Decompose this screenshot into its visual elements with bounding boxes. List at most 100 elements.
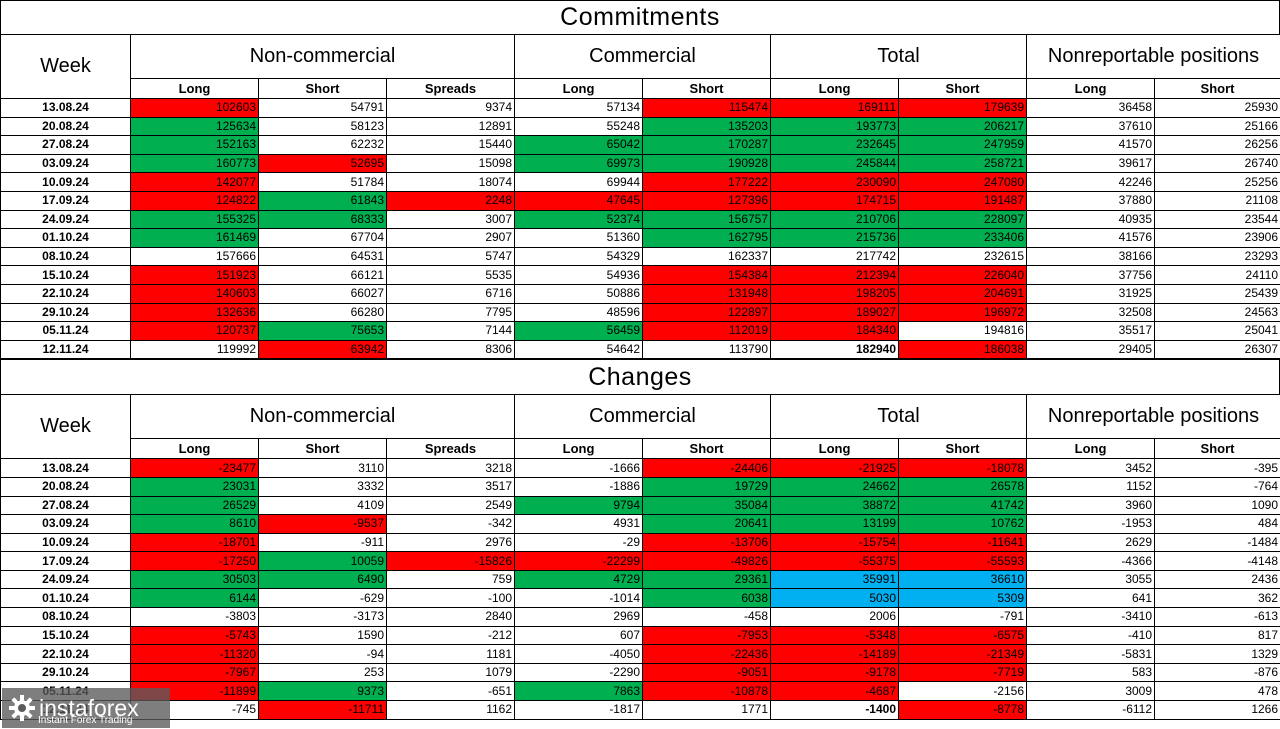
week-cell: 29.10.24 — [0, 302, 131, 323]
column-header: Long — [1026, 438, 1156, 460]
week-cell: 15.10.24 — [0, 625, 131, 646]
week-cell: 10.09.24 — [0, 172, 131, 192]
value-cell: 217742 — [770, 246, 900, 267]
value-cell: 759 — [385, 569, 516, 590]
value-cell: 140603 — [130, 283, 259, 304]
value-cell: -29 — [514, 532, 644, 553]
value-cell: 8306 — [385, 339, 516, 360]
value-cell: 9374 — [385, 98, 516, 118]
value-cell: 30503 — [130, 569, 259, 590]
table-row: 15.10.24 -5743 1590 -212 607 -7953 -5348 -6575-… — [0, 625, 1280, 646]
value-cell: 233406 — [898, 228, 1028, 248]
value-cell: 817 — [1154, 625, 1280, 646]
group-header: Non-commercial — [129, 394, 516, 440]
value-cell: 56459 — [514, 321, 644, 341]
value-cell: 206217 — [898, 116, 1028, 137]
value-cell: 198205 — [770, 283, 900, 304]
value-cell: 66280 — [258, 302, 387, 323]
value-cell: -1400 — [770, 700, 900, 720]
week-cell: 17.09.24 — [0, 551, 131, 571]
column-header: Short — [1154, 78, 1280, 99]
value-cell: 162337 — [642, 246, 772, 267]
week-cell: 22.10.24 — [0, 644, 131, 664]
value-cell: 2436 — [1154, 569, 1280, 590]
gear-icon — [9, 695, 35, 721]
value-cell: -94 — [258, 644, 387, 664]
table-row: 03.09.24 8610 -9537 -342 4931 20641 13199 10762… — [0, 514, 1280, 534]
value-cell: 1090 — [1154, 495, 1280, 516]
value-cell: 174715 — [770, 190, 900, 211]
value-cell: 69973 — [514, 153, 644, 174]
value-cell: 170287 — [642, 135, 772, 155]
value-cell: -8778 — [898, 700, 1028, 720]
value-cell: 54936 — [514, 265, 644, 285]
value-cell: 204691 — [898, 283, 1028, 304]
week-cell: 01.10.24 — [0, 228, 131, 248]
value-cell: 1079 — [385, 662, 516, 683]
value-cell: -1484 — [1154, 532, 1280, 553]
table-row: 29.10.24 -7967 253 1079 -2290 -9051 -9178 -7719… — [0, 662, 1280, 683]
value-cell: 127396 — [642, 190, 772, 211]
value-cell: 182940 — [770, 339, 900, 360]
value-cell: -49826 — [642, 551, 772, 571]
value-cell: 228097 — [898, 209, 1028, 230]
value-cell: -876 — [1154, 662, 1280, 683]
value-cell: 247959 — [898, 135, 1028, 155]
value-cell: -9178 — [770, 662, 900, 683]
value-cell: -11711 — [258, 700, 387, 720]
value-cell: 68333 — [258, 209, 387, 230]
value-cell: 247080 — [898, 172, 1028, 192]
value-cell: 7144 — [385, 321, 516, 341]
value-cell: -18078 — [898, 458, 1028, 478]
value-cell: -342 — [385, 514, 516, 534]
group-header: Total — [770, 394, 1028, 440]
logo-tagline: Instant Forex Trading — [38, 715, 133, 726]
value-cell: 142077 — [130, 172, 259, 192]
value-cell: 29405 — [1026, 339, 1156, 360]
value-cell: 38166 — [1026, 246, 1156, 267]
week-header: Week — [0, 394, 131, 460]
value-cell: 26578 — [898, 476, 1028, 497]
value-cell: 1329 — [1154, 644, 1280, 664]
value-cell: 64531 — [258, 246, 387, 267]
table-row: 22.10.24 -11320 -94 1181 -4050 -22436 -14189 -2… — [0, 644, 1280, 664]
value-cell: 26529 — [130, 495, 259, 516]
value-cell: -212 — [385, 625, 516, 646]
column-header: Long — [130, 438, 259, 460]
value-cell: -911 — [258, 532, 387, 553]
value-cell: 232615 — [898, 246, 1028, 267]
value-cell: -410 — [1026, 625, 1156, 646]
value-cell: 125634 — [130, 116, 259, 137]
value-cell: 24662 — [770, 476, 900, 497]
value-cell: 25439 — [1154, 283, 1280, 304]
value-cell: 41570 — [1026, 135, 1156, 155]
value-cell: 5747 — [385, 246, 516, 267]
value-cell: 66121 — [258, 265, 387, 285]
value-cell: -4050 — [514, 644, 644, 664]
value-cell: 4931 — [514, 514, 644, 534]
value-cell: -22436 — [642, 644, 772, 664]
value-cell: 169111 — [770, 98, 900, 118]
value-cell: 3009 — [1026, 681, 1156, 702]
value-cell: 48596 — [514, 302, 644, 323]
value-cell: 212394 — [770, 265, 900, 285]
value-cell: 7795 — [385, 302, 516, 323]
table-row: 24.09.24 30503 6490 759 4729 29361 35991 36610 3… — [0, 569, 1280, 590]
value-cell: 583 — [1026, 662, 1156, 683]
value-cell: 4109 — [258, 495, 387, 516]
value-cell: -24406 — [642, 458, 772, 478]
value-cell: -395 — [1154, 458, 1280, 478]
value-cell: 57134 — [514, 98, 644, 118]
value-cell: -2156 — [898, 681, 1028, 702]
week-cell: 12.11.24 — [0, 339, 131, 360]
value-cell: 5309 — [898, 588, 1028, 609]
table-row: 17.09.24 124822 61843 2248 47645 127396 174715… — [0, 190, 1280, 211]
value-cell: 75653 — [258, 321, 387, 341]
value-cell: 3218 — [385, 458, 516, 478]
group-header: Non-commercial — [129, 34, 516, 79]
value-cell: 2969 — [514, 607, 644, 627]
value-cell: -6575 — [898, 625, 1028, 646]
value-cell: 484 — [1154, 514, 1280, 534]
value-cell: 2629 — [1026, 532, 1156, 553]
